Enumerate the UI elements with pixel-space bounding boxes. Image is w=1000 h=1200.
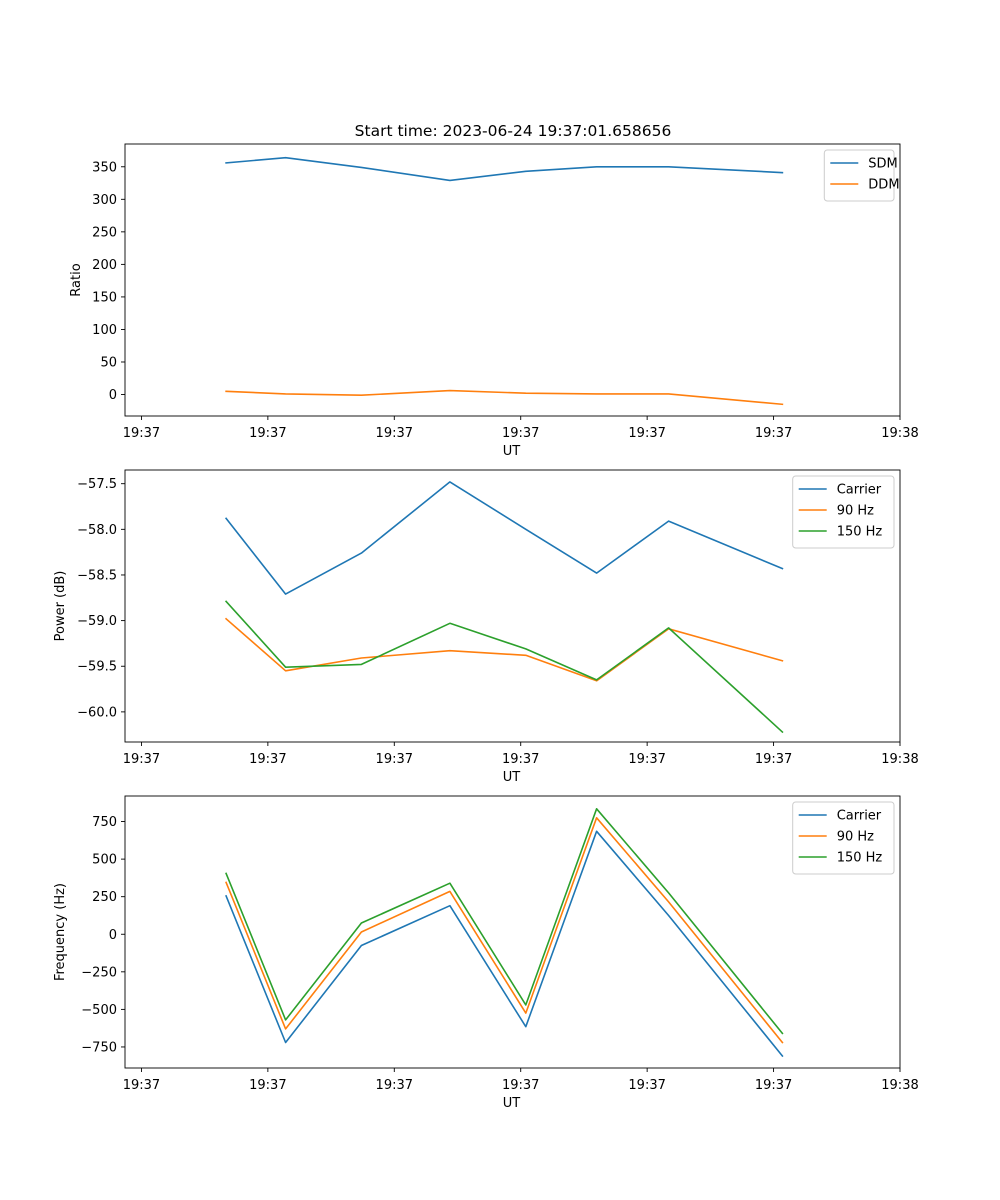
frequency-x-axis-label: UT — [503, 1096, 521, 1111]
ratio-panel: 19:37 19:37 19:37 19:37 19:37 19:37 19:38 0 50 10… — [69, 143, 919, 459]
power-y-tick-label-4: −58.0 — [77, 523, 117, 538]
power-x-tick-label-3: 19:37 — [502, 752, 539, 767]
power-x-tick-label-6: 19:38 — [881, 752, 918, 767]
frequency-y-tick-label-5: 500 — [92, 853, 117, 868]
ratio-legend-label-1: DDM — [868, 178, 899, 193]
frequency-x-tick-label-6: 19:38 — [881, 1078, 918, 1093]
frequency-y-tick-label-4: 250 — [92, 890, 117, 905]
frequency-x-tick-label-0: 19:37 — [123, 1078, 160, 1093]
frequency-legend: Carrier 90 Hz 150 Hz — [792, 801, 895, 875]
ratio-y-tick-label-4: 200 — [92, 258, 117, 273]
power-legend-label-1: 90 Hz — [837, 504, 874, 519]
frequency-x-tick-label-3: 19:37 — [502, 1078, 539, 1093]
power-series-line-0 — [224, 481, 784, 595]
ratio-y-tick-label-1: 50 — [100, 355, 117, 370]
frequency-legend-label-0: Carrier — [837, 809, 882, 824]
ratio-y-axis-label: Ratio — [69, 263, 84, 296]
frequency-y-tick-label-6: 750 — [92, 815, 117, 830]
ratio-legend: SDM DDM — [823, 149, 900, 202]
frequency-legend-label-1: 90 Hz — [837, 830, 874, 845]
power-x-tick-label-4: 19:37 — [628, 752, 665, 767]
ratio-series-line-0 — [225, 156, 784, 182]
power-y-tick-label-1: −59.5 — [77, 660, 117, 675]
frequency-series-line-2 — [225, 807, 784, 1035]
power-y-tick-label-0: −60.0 — [77, 705, 117, 720]
ratio-x-tick-label-4: 19:37 — [628, 426, 665, 441]
frequency-y-tick-label-3: 0 — [109, 928, 117, 943]
subplots: 19:37 19:37 19:37 19:37 19:37 19:37 19:38 0 50 10… — [53, 143, 919, 1111]
frequency-panel: 19:37 19:37 19:37 19:37 19:37 19:37 19:38 −750 −… — [53, 795, 919, 1111]
ratio-y-tick-label-7: 350 — [92, 160, 117, 175]
ratio-y-tick-label-2: 100 — [92, 323, 117, 338]
power-y-axis-label: Power (dB) — [53, 571, 68, 642]
power-x-tick-label-5: 19:37 — [755, 752, 792, 767]
power-y-tick-label-2: −59.0 — [77, 614, 117, 629]
power-x-tick-label-2: 19:37 — [376, 752, 413, 767]
ratio-x-tick-label-1: 19:37 — [249, 426, 286, 441]
frequency-legend-label-2: 150 Hz — [837, 851, 883, 866]
ratio-y-tick-label-0: 0 — [109, 388, 117, 403]
ratio-x-tick-label-3: 19:37 — [502, 426, 539, 441]
ratio-y-tick-label-6: 300 — [92, 193, 117, 208]
ratio-legend-label-0: SDM — [868, 157, 897, 172]
power-y-tick-label-5: −57.5 — [77, 477, 117, 492]
ratio-y-tick-label-3: 150 — [92, 290, 117, 305]
power-series-line-2 — [224, 600, 784, 734]
ratio-x-axis-label: UT — [503, 444, 521, 459]
frequency-y-axis-label: Frequency (Hz) — [53, 883, 68, 981]
frequency-y-tick-label-0: −750 — [81, 1040, 117, 1055]
frequency-series-line-1 — [225, 816, 784, 1044]
ratio-y-tick-label-5: 250 — [92, 225, 117, 240]
power-y-tick-label-3: −58.5 — [77, 568, 117, 583]
ratio-x-tick-label-0: 19:37 — [123, 426, 160, 441]
ratio-axes-frame — [124, 143, 901, 417]
frequency-y-tick-label-1: −500 — [81, 1003, 117, 1018]
power-axes-frame — [124, 469, 901, 743]
frequency-x-tick-label-1: 19:37 — [249, 1078, 286, 1093]
power-legend-frame — [792, 475, 895, 549]
power-x-tick-label-0: 19:37 — [123, 752, 160, 767]
frequency-axes-frame — [124, 795, 901, 1069]
power-legend-label-2: 150 Hz — [837, 525, 883, 540]
frequency-x-tick-label-4: 19:37 — [628, 1078, 665, 1093]
frequency-y-tick-label-2: −250 — [81, 965, 117, 980]
frequency-x-tick-label-2: 19:37 — [376, 1078, 413, 1093]
ratio-x-tick-label-6: 19:38 — [881, 426, 918, 441]
frequency-series-line-0 — [225, 830, 784, 1058]
power-legend-label-0: Carrier — [837, 483, 882, 498]
ratio-x-tick-label-5: 19:37 — [755, 426, 792, 441]
ratio-series-line-1 — [225, 389, 784, 406]
power-panel: 19:37 19:37 19:37 19:37 19:37 19:37 19:38 −60.0… — [53, 469, 919, 785]
frequency-x-tick-label-5: 19:37 — [755, 1078, 792, 1093]
power-x-tick-label-1: 19:37 — [249, 752, 286, 767]
ratio-x-tick-label-2: 19:37 — [376, 426, 413, 441]
frequency-legend-frame — [792, 801, 895, 875]
figure-title: Start time: 2023-06-24 19:37:01.658656 — [355, 122, 672, 140]
power-legend: Carrier 90 Hz 150 Hz — [792, 475, 895, 549]
power-x-axis-label: UT — [503, 770, 521, 785]
